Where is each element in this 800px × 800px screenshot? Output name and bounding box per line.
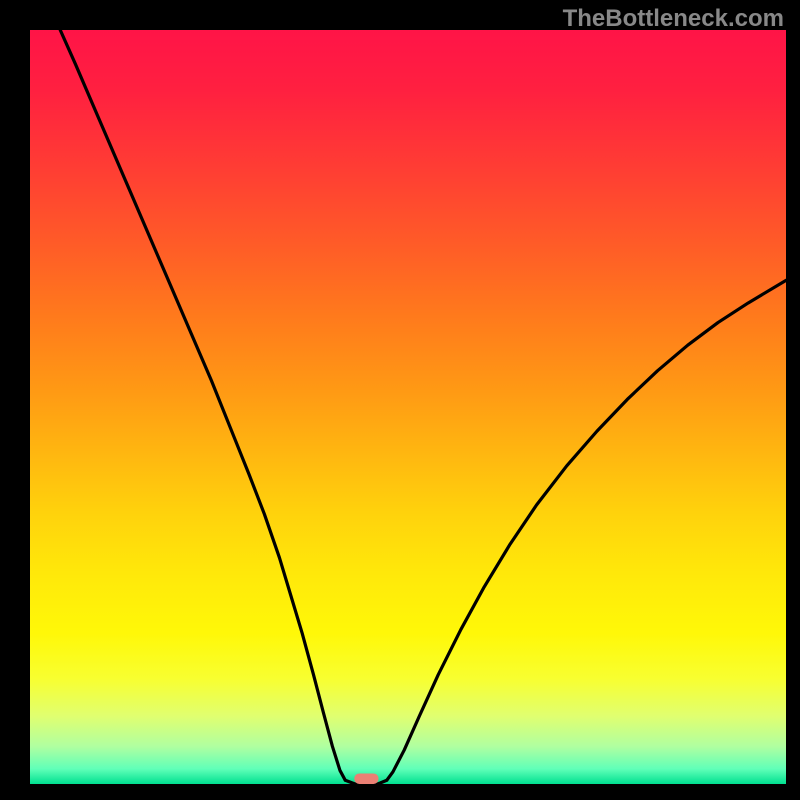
bottleneck-chart: TheBottleneck.com <box>0 0 800 800</box>
chart-stage: TheBottleneck.com <box>0 0 800 800</box>
minimum-marker <box>354 773 378 784</box>
plot-background <box>30 30 786 784</box>
watermark-text: TheBottleneck.com <box>563 5 784 32</box>
